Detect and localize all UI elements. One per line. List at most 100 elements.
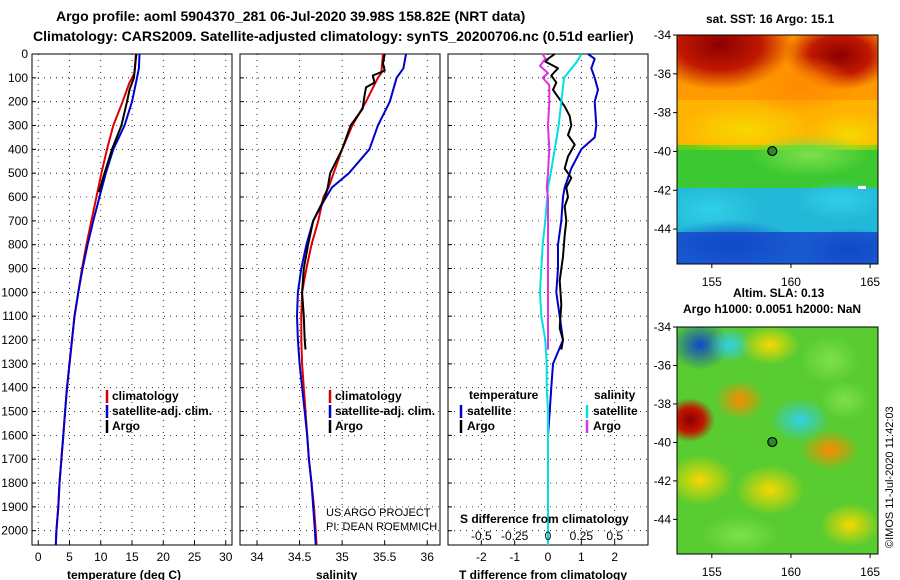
s-tick-label: -0.25 [501,529,529,543]
series-argo [97,53,138,193]
sla-lon-axis: 155 160 165 [702,554,880,579]
legend-satellite-label: satellite-adj. clim. [335,404,435,418]
s-tick-label: 0.25 [570,529,594,543]
legend-argo-label: Argo [335,419,363,433]
depth-tick-label: 1500 [1,405,28,419]
lat-tick-label: -36 [654,358,672,372]
x-tick-label: 25 [188,550,202,564]
legend-temp-satellite-label: satellite [467,404,512,418]
series-temperature-satellite [547,53,599,545]
x-tick-label: 30 [219,550,233,564]
legend-sal-argo-label: Argo [593,419,621,433]
depth-tick-label: 700 [8,214,28,228]
lat-tick-label: -44 [654,512,672,526]
temperature-plot-frame [31,53,233,546]
lon-tick-label: 155 [702,275,722,289]
series-salinity-satellite [539,53,583,545]
lat-tick-label: -34 [654,320,672,334]
depth-tick-label: 100 [8,71,28,85]
temperature-profile-lines [54,53,141,546]
argo-float-marker [767,145,778,157]
depth-tick-label: 1400 [1,381,28,395]
sst-lat-axis: -34 -36 -38 -40 -42 -44 [654,28,677,236]
legend-temp-argo-label: Argo [467,419,495,433]
depth-tick-label: 400 [8,142,28,156]
salinity-axis-ticks: 34 34.5 35 35.5 36 [250,550,434,564]
x-tick-label: 0 [35,550,42,564]
sla-map-title: Altim. SLA: 0.13 [733,286,825,300]
x-tick-label: 0 [545,550,552,564]
x-tick-label: -1 [509,550,520,564]
depth-tick-label: 1800 [1,476,28,490]
depth-tick-label: 1300 [1,357,28,371]
salinity-grid [240,53,440,545]
x-tick-label: 5 [66,550,73,564]
profile-title: Argo profile: aoml 5904370_281 06-Jul-20… [56,8,525,24]
depth-tick-label: 200 [8,95,28,109]
imos-stamp: ©IMOS 11-Jul-2020 11:42:03 [884,406,896,548]
x-tick-label: 15 [125,550,139,564]
difference-grid [448,53,648,545]
x-tick-label: 34.5 [288,550,312,564]
difference-legend: temperature satellite Argo salinity sate… [459,388,638,433]
sst-lon-axis: 155 160 165 [702,264,880,289]
legend-sal-satellite-label: satellite [593,404,638,418]
legend-salinity-heading: salinity [594,388,636,402]
depth-tick-label: 1700 [1,452,28,466]
s-tick-label: -0.5 [471,529,492,543]
x-tick-label: 10 [94,550,108,564]
depth-axis-labels: 0 100 200 300 400 500 600 700 800 900 1000 1100 1200… [1,47,28,538]
depth-tick-label: 1900 [1,500,28,514]
x-tick-label: 20 [157,550,171,564]
depth-tick-label: 300 [8,119,28,133]
depth-tick-label: 800 [8,238,28,252]
lat-tick-label: -40 [654,144,672,158]
salinity-panel: 34 34.5 35 35.5 36 salinity climatology sate… [239,53,441,580]
legend-argo-label: Argo [112,419,140,433]
depth-tick-label: 2000 [1,524,28,538]
pi-credit: PI: DEAN ROEMMICH [326,521,437,533]
lat-tick-label: -40 [654,435,672,449]
temperature-legend: climatology satellite-adj. clim. Argo [105,389,212,433]
lon-tick-label: 155 [702,565,722,579]
temperature-panel: 0100200300400500600700800900100011001200… [1,47,232,580]
t-difference-axis-label: T difference from climatology [459,568,627,580]
argo-float-marker [767,436,778,448]
depth-tick-label: 1200 [1,333,28,347]
depth-tick-label: 1000 [1,285,28,299]
x-tick-label: 35 [335,550,349,564]
lat-tick-label: -38 [654,397,672,411]
x-tick-label: 35.5 [373,550,397,564]
lat-tick-label: -42 [654,183,672,197]
sla-map-frame [676,326,879,555]
x-tick-label: 34 [250,550,264,564]
climatology-subtitle: Climatology: CARS2009. Satellite-adjuste… [33,28,634,44]
x-tick-label: -2 [476,550,487,564]
s-tick-label: 0.5 [606,529,623,543]
depth-tick-label: 500 [8,166,28,180]
lon-tick-label: 165 [860,565,880,579]
lat-tick-label: -34 [654,28,672,42]
depth-tick-label: 1600 [1,428,28,442]
depth-tick-label: 600 [8,190,28,204]
sst-map: sat. SST: 16 Argo: 15.1 -34-36-38-40-42-… [654,12,881,289]
sla-map: Altim. SLA: 0.13 Argo h1000: 0.0051 h200… [654,286,881,579]
salinity-profile-lines [296,53,407,546]
sla-lat-axis: -34 -36 -38 -40 -42 -44 [654,320,677,526]
s-difference-axis-ticks: -0.5 -0.25 0 0.25 0.5 [471,529,623,543]
lon-tick-label: 160 [781,275,801,289]
x-tick-label: 2 [611,550,618,564]
x-tick-label: 1 [578,550,585,564]
difference-panel: -2 -1 0 1 2 S difference from climatology -0… [447,53,649,580]
legend-climatology-label: climatology [112,389,179,403]
sst-map-title: sat. SST: 16 Argo: 15.1 [706,12,835,26]
lat-tick-label: -44 [654,222,672,236]
sst-field [677,35,878,264]
project-credit: US ARGO PROJECT [326,507,431,519]
salinity-plot-frame [239,53,441,546]
temperature-grid [32,53,232,545]
x-tick-label: 36 [421,550,435,564]
depth-tick-label: 1100 [2,309,28,323]
lon-tick-label: 165 [860,275,880,289]
